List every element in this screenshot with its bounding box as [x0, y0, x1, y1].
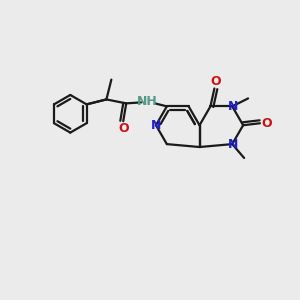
Text: O: O [118, 122, 129, 135]
Text: O: O [210, 75, 221, 88]
Text: N: N [228, 138, 238, 151]
Text: N: N [151, 119, 161, 132]
Text: O: O [262, 117, 272, 130]
Text: NH: NH [137, 95, 158, 108]
Text: N: N [228, 100, 238, 113]
